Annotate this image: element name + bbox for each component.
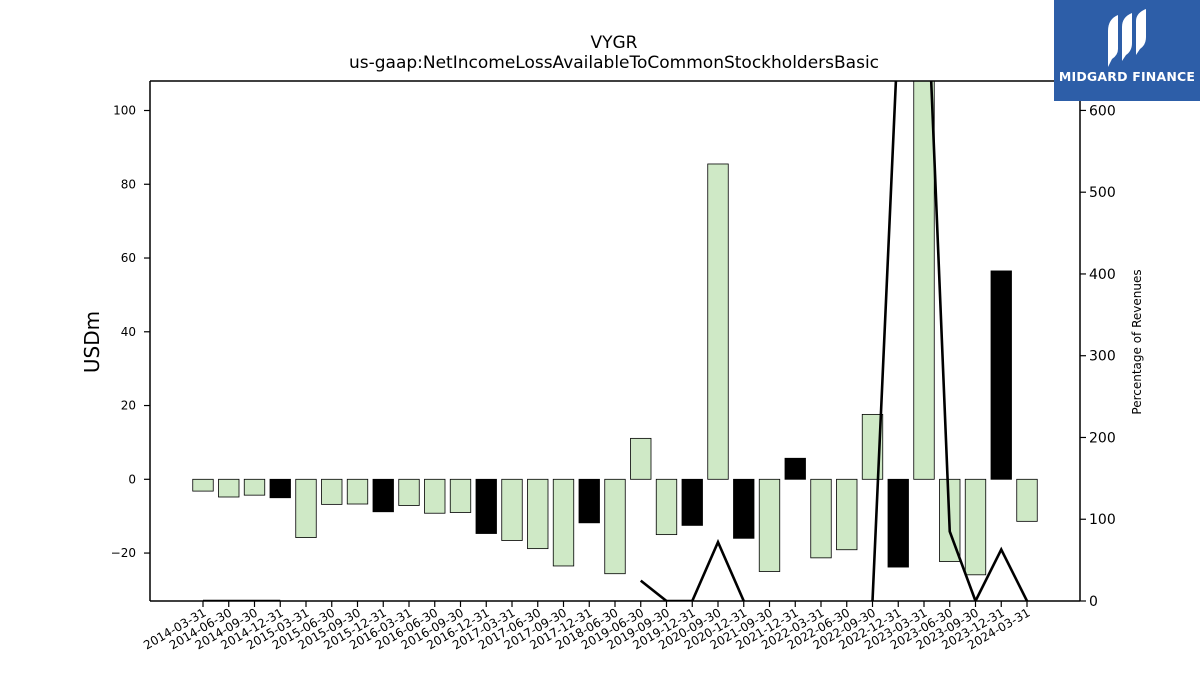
midgard-finance-logo: MIDGARD FINANCE	[1054, 0, 1200, 101]
bar	[784, 457, 806, 480]
bar	[552, 478, 575, 567]
bar	[192, 478, 214, 492]
y-tick-label: 60	[121, 251, 136, 265]
y2-tick-label: 600	[1089, 103, 1116, 119]
bars-layer	[192, 81, 1038, 576]
bar	[707, 163, 729, 480]
y2-tick-label: 100	[1089, 512, 1116, 528]
series-line	[871, 81, 1029, 601]
y-tick-label: 20	[121, 399, 136, 413]
y2-tick-label: 400	[1089, 267, 1116, 283]
bar	[733, 478, 755, 539]
bar	[655, 478, 678, 536]
y-tick-label: 80	[121, 177, 136, 191]
bar	[295, 478, 317, 538]
bar	[913, 81, 935, 480]
bar	[398, 478, 420, 506]
bar	[990, 270, 1012, 480]
bar	[578, 478, 600, 524]
series-line	[639, 538, 745, 601]
chart-title: VYGR	[591, 33, 638, 53]
y2-tick-label: 0	[1089, 594, 1098, 610]
y2-tick-label: 500	[1089, 185, 1116, 201]
bar	[964, 478, 987, 576]
bar	[1016, 478, 1038, 522]
y2-tick-label: 300	[1089, 349, 1116, 365]
bar	[758, 478, 781, 572]
chart-subtitle: us-gaap:NetIncomeLossAvailableToCommonSt…	[349, 53, 879, 73]
bar	[269, 478, 291, 499]
bar	[887, 478, 909, 568]
bar	[475, 478, 497, 534]
bar	[836, 478, 858, 551]
line-layer	[203, 81, 1029, 601]
y2-axis-label: Percentage of Revenues	[1130, 269, 1144, 414]
bar	[630, 437, 652, 480]
y-axis-label: USDm	[80, 311, 104, 373]
y-tick-label: 0	[128, 472, 136, 486]
bar	[346, 478, 369, 505]
bar	[681, 478, 703, 526]
bar	[321, 478, 343, 505]
y-tick-label: −20	[111, 546, 136, 560]
midgard-logo-icon	[1108, 9, 1146, 67]
bar	[501, 478, 523, 541]
bar	[604, 478, 626, 575]
bar	[424, 478, 446, 514]
bar	[218, 478, 240, 498]
bar	[372, 478, 394, 513]
logo-text: MIDGARD FINANCE	[1058, 69, 1196, 84]
bar	[243, 478, 266, 496]
y-tick-label: 100	[113, 104, 136, 118]
bar	[527, 478, 549, 550]
bar	[449, 478, 472, 513]
y2-tick-label: 200	[1089, 430, 1116, 446]
bar	[810, 478, 832, 559]
y-tick-label: 40	[121, 325, 136, 339]
